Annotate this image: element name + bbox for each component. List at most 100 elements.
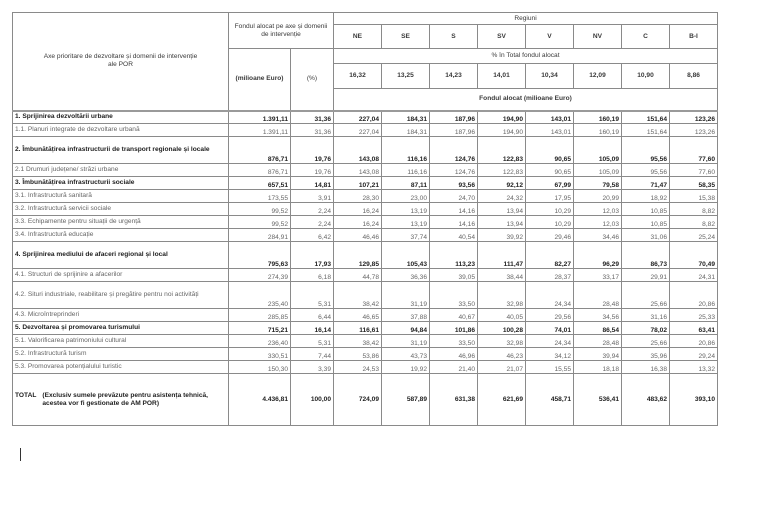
row-value: 33,17 xyxy=(573,268,622,282)
row-value: 24,31 xyxy=(669,268,718,282)
row-value: 46,46 xyxy=(333,228,382,242)
row-value: 29,91 xyxy=(621,268,670,282)
row-value: 150,30 xyxy=(228,360,291,374)
row-value: 39,05 xyxy=(429,268,478,282)
row-value: 14,16 xyxy=(429,215,478,229)
region-name: V xyxy=(525,24,574,49)
row-value: 36,36 xyxy=(381,268,430,282)
row-value: 44,78 xyxy=(333,268,382,282)
row-value: 5,31 xyxy=(290,281,334,309)
row-value: 235,40 xyxy=(228,281,291,309)
row-value: 160,19 xyxy=(573,123,622,137)
table-row: 1. Sprijinirea dezvoltării urbane 1.391,1… xyxy=(12,109,718,124)
row-value: 35,96 xyxy=(621,347,670,361)
row-label: 3. Îmbunătățirea infrastructurii sociale xyxy=(12,176,229,190)
row-label: 5.2. Infrastructură turism xyxy=(12,347,229,361)
region-name: SE xyxy=(381,24,430,49)
total-value: 100,00 xyxy=(290,373,334,426)
row-value: 105,09 xyxy=(573,136,622,164)
row-value: 20,86 xyxy=(669,281,718,309)
alloc-header: Fondul alocat (milioane Euro) xyxy=(333,88,718,111)
row-value: 10,29 xyxy=(525,215,574,229)
region-pct: 13,25 xyxy=(381,63,430,89)
row-value: 113,23 xyxy=(429,241,478,269)
row-value: 77,60 xyxy=(669,163,718,177)
row-value: 46,96 xyxy=(429,347,478,361)
total-row: TOTAL (Exclusiv sumele prevăzute pentru a… xyxy=(12,373,718,426)
row-value: 20,99 xyxy=(573,189,622,203)
row-value: 24,53 xyxy=(333,360,382,374)
row-value: 28,30 xyxy=(333,189,382,203)
row-label: 2. Îmbunătățirea infrastructurii de tran… xyxy=(12,136,229,164)
row-value: 795,63 xyxy=(228,241,291,269)
row-label: 3.1. Infrastructură sanitară xyxy=(12,189,229,203)
table-row: 4.1. Structuri de sprijinire a afacerilo… xyxy=(12,268,718,282)
row-value: 129,85 xyxy=(333,241,382,269)
row-value: 58,35 xyxy=(669,176,718,190)
total-title: TOTAL xyxy=(15,391,37,399)
row-value: 79,58 xyxy=(573,176,622,190)
row-value: 227,04 xyxy=(333,123,382,137)
row-value: 86,54 xyxy=(573,321,622,335)
row-value: 14,81 xyxy=(290,176,334,190)
row-value: 21,07 xyxy=(477,360,526,374)
row-value: 657,51 xyxy=(228,176,291,190)
row-value: 99,52 xyxy=(228,202,291,216)
row-value: 1.391,11 xyxy=(228,123,291,137)
row-label: 3.4. Infrastructură educație xyxy=(12,228,229,242)
row-label: 3.2. Infrastructură servicii sociale xyxy=(12,202,229,216)
row-value: 876,71 xyxy=(228,136,291,164)
row-value: 38,42 xyxy=(333,334,382,348)
region-pct: 16,32 xyxy=(333,63,382,89)
row-value: 31,19 xyxy=(381,334,430,348)
row-value: 13,19 xyxy=(381,215,430,229)
row-value: 10,29 xyxy=(525,202,574,216)
row-label: 4. Sprijinirea mediului de afaceri regio… xyxy=(12,241,229,269)
row-value: 31,36 xyxy=(290,109,334,124)
row-value: 124,76 xyxy=(429,136,478,164)
pct-total-header: % în Total fondul alocat xyxy=(333,48,718,64)
row-value: 87,11 xyxy=(381,176,430,190)
row-value: 94,84 xyxy=(381,321,430,335)
row-value: 63,41 xyxy=(669,321,718,335)
row-value: 1.391,11 xyxy=(228,109,291,124)
row-value: 40,54 xyxy=(429,228,478,242)
row-value: 101,86 xyxy=(429,321,478,335)
row-value: 6,42 xyxy=(290,228,334,242)
row-label: 5.3. Promovarea potențialului turistic xyxy=(12,360,229,374)
table-row: 4. Sprijinirea mediului de afaceri regio… xyxy=(12,241,718,269)
row-value: 143,01 xyxy=(525,109,574,124)
row-value: 6,44 xyxy=(290,308,334,322)
row-value: 31,16 xyxy=(621,308,670,322)
table-row: 3.4. Infrastructură educație 284,91 6,42 46… xyxy=(12,228,718,242)
row-value: 21,40 xyxy=(429,360,478,374)
total-label: TOTAL (Exclusiv sumele prevăzute pentru a… xyxy=(12,373,229,426)
table-row: 4.2. Situri industriale, reabilitare și … xyxy=(12,281,718,309)
row-value: 107,21 xyxy=(333,176,382,190)
total-value: 393,10 xyxy=(669,373,718,426)
row-value: 715,21 xyxy=(228,321,291,335)
table-row: 3.2. Infrastructură servicii sociale 99,5… xyxy=(12,202,718,216)
axes-header: Axe prioritare de dezvoltare și domenii … xyxy=(12,12,229,111)
row-value: 184,31 xyxy=(381,123,430,137)
row-value: 31,19 xyxy=(381,281,430,309)
row-value: 25,66 xyxy=(621,281,670,309)
row-value: 330,51 xyxy=(228,347,291,361)
row-value: 93,56 xyxy=(429,176,478,190)
row-label: 2.1 Drumuri județene/ străzi urbane xyxy=(12,163,229,177)
row-value: 33,50 xyxy=(429,334,478,348)
row-value: 187,96 xyxy=(429,123,478,137)
row-value: 67,99 xyxy=(525,176,574,190)
row-value: 19,76 xyxy=(290,136,334,164)
total-value: 631,38 xyxy=(429,373,478,426)
unit-mil-header: (milioane Euro) xyxy=(228,48,291,111)
row-value: 46,23 xyxy=(477,347,526,361)
row-value: 29,24 xyxy=(669,347,718,361)
row-value: 151,64 xyxy=(621,109,670,124)
row-value: 37,88 xyxy=(381,308,430,322)
region-name: B-I xyxy=(669,24,718,49)
row-value: 2,24 xyxy=(290,202,334,216)
row-label: 1.1. Planuri integrate de dezvoltare urb… xyxy=(12,123,229,137)
unit-pct-header: (%) xyxy=(290,48,334,111)
row-value: 90,65 xyxy=(525,163,574,177)
